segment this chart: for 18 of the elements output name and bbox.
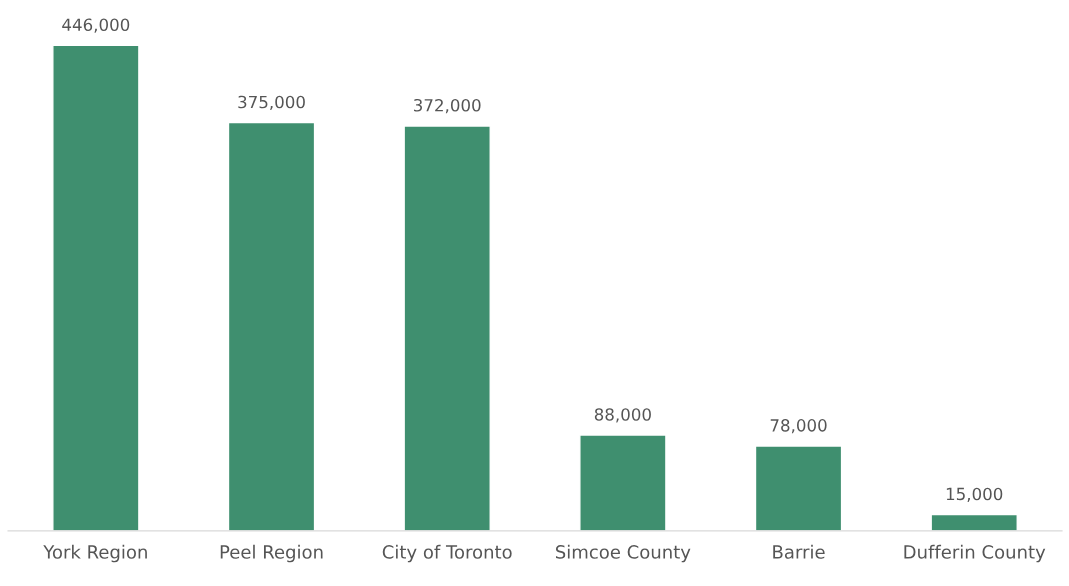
- data-label: 446,000: [62, 18, 130, 33]
- x-tick-label: Dufferin County: [904, 544, 1046, 563]
- x-tick-label: Peel Region: [220, 544, 323, 563]
- data-label: 372,000: [414, 98, 481, 114]
- x-tick-label: City of Toronto: [382, 544, 512, 563]
- data-label: 88,000: [594, 408, 651, 423]
- x-tick-label: York Region: [43, 544, 147, 563]
- bar: [754, 445, 843, 531]
- data-label: 375,000: [238, 95, 305, 111]
- x-tick-label: Barrie: [773, 544, 825, 559]
- data-label: 78,000: [770, 419, 827, 434]
- data-label: 15,000: [946, 487, 1003, 502]
- bar: [227, 121, 316, 531]
- bar: [930, 513, 1018, 531]
- x-tick-label: Simcoe County: [555, 544, 691, 563]
- bar: [579, 434, 667, 531]
- bar: [52, 44, 140, 531]
- bar: [403, 125, 491, 531]
